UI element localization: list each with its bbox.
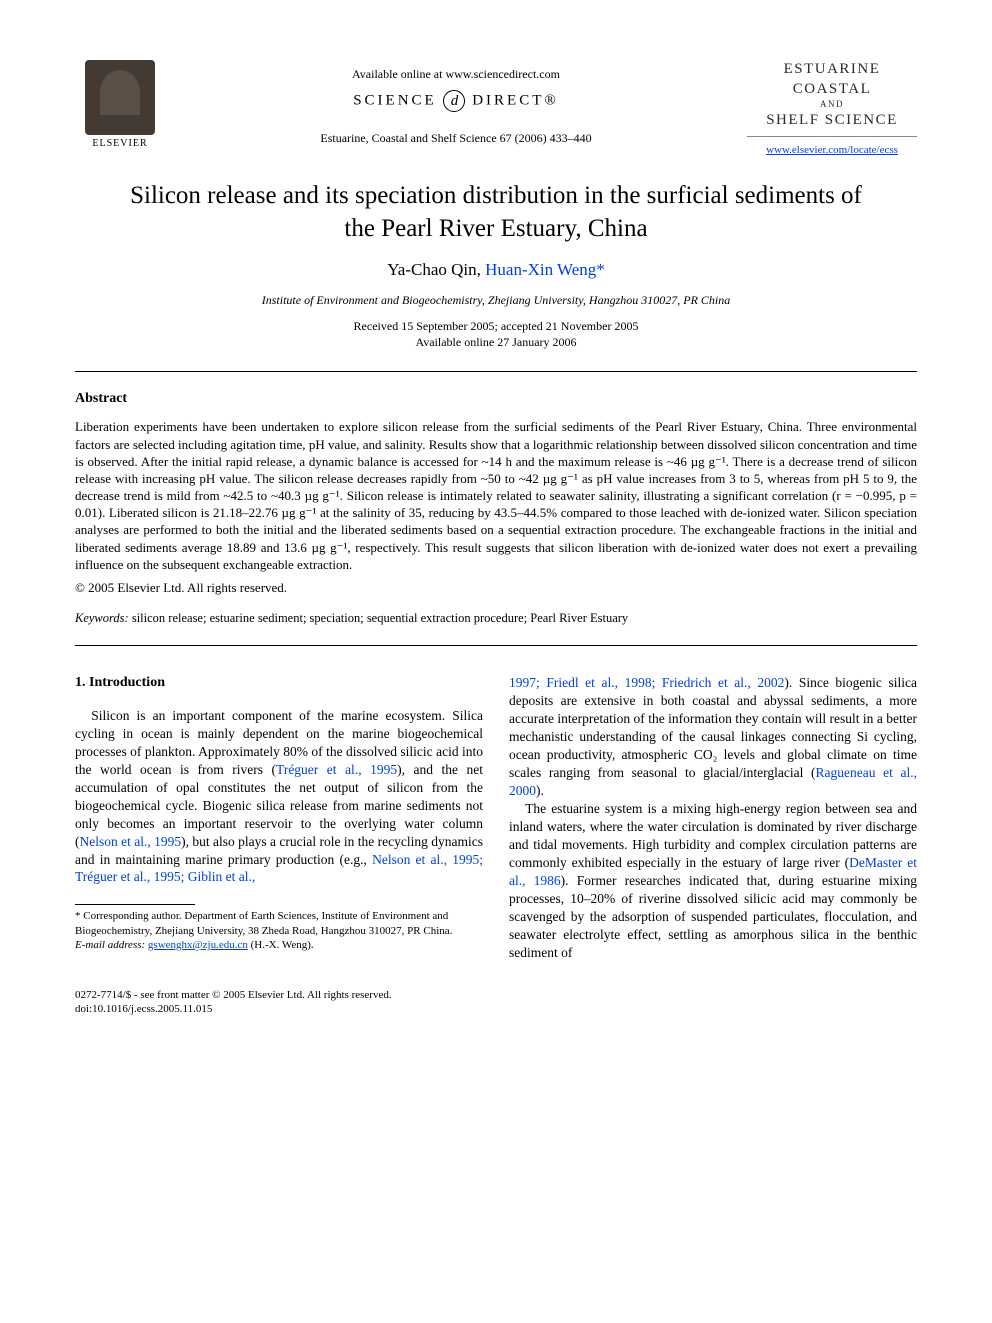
sciencedirect-logo: SCIENCE d DIRECT® — [165, 90, 747, 112]
keywords-label: Keywords: — [75, 611, 129, 625]
footnote-rule — [75, 904, 195, 905]
rule-below-keywords — [75, 645, 917, 646]
journal-link[interactable]: www.elsevier.com/locate/ecss — [766, 144, 898, 156]
citation-link[interactable]: 1997; Friedl et al., 1998; Friedrich et … — [509, 675, 784, 690]
online-date: Available online 27 January 2006 — [415, 335, 576, 349]
journal-title-box: ESTUARINE COASTAL AND SHELF SCIENCE www.… — [747, 60, 917, 160]
header-row: ELSEVIER Available online at www.science… — [75, 60, 917, 160]
front-matter-meta: 0272-7714/$ - see front matter © 2005 El… — [75, 988, 917, 1017]
journal-line1: ESTUARINE — [784, 61, 881, 77]
available-online-text: Available online at www.sciencedirect.co… — [165, 66, 747, 82]
journal-and: AND — [747, 99, 917, 111]
email-suffix: (H.-X. Weng). — [248, 939, 314, 951]
author-1: Ya-Chao Qin — [387, 260, 476, 279]
corr-star-icon: * — [596, 260, 605, 279]
elsevier-tree-icon — [85, 60, 155, 135]
body-columns: 1. Introduction Silicon is an important … — [75, 674, 917, 961]
sd-right: DIRECT® — [472, 93, 559, 109]
keywords-value: silicon release; estuarine sediment; spe… — [129, 611, 628, 625]
author-sep: , — [477, 260, 486, 279]
journal-name: ESTUARINE COASTAL AND SHELF SCIENCE — [747, 60, 917, 130]
abstract-heading: Abstract — [75, 390, 917, 409]
front-matter-line1: 0272-7714/$ - see front matter © 2005 El… — [75, 989, 392, 1001]
intro-para-1: Silicon is an important component of the… — [75, 707, 483, 887]
elsevier-label: ELSEVIER — [75, 137, 165, 151]
journal-reference: Estuarine, Coastal and Shelf Science 67 … — [165, 130, 747, 146]
email-link[interactable]: gswenghx@zju.edu.cn — [148, 939, 248, 951]
journal-rule — [747, 136, 917, 137]
center-header: Available online at www.sciencedirect.co… — [165, 60, 747, 150]
author-2: Huan-Xin Weng — [485, 260, 596, 279]
citation-link[interactable]: Tréguer et al., 1995 — [276, 762, 397, 777]
received-date: Received 15 September 2005; accepted 21 … — [354, 319, 639, 333]
elsevier-logo-box: ELSEVIER — [75, 60, 165, 151]
author-2-link[interactable]: Huan-Xin Weng — [485, 260, 596, 279]
journal-line2: COASTAL — [793, 81, 871, 97]
keywords: Keywords: silicon release; estuarine sed… — [75, 610, 917, 627]
article-dates: Received 15 September 2005; accepted 21 … — [75, 318, 917, 350]
article-title: Silicon release and its speciation distr… — [115, 180, 877, 245]
abstract-body: Liberation experiments have been underta… — [75, 418, 917, 572]
copyright-line: © 2005 Elsevier Ltd. All rights reserved… — [75, 579, 917, 597]
sd-d-icon: d — [443, 90, 465, 112]
email-label: E-mail address: — [75, 939, 145, 951]
text: ). Former researches indicated that, dur… — [509, 873, 917, 960]
rule-above-abstract — [75, 371, 917, 372]
section-heading-intro: 1. Introduction — [75, 674, 483, 693]
affiliation: Institute of Environment and Biogeochemi… — [75, 292, 917, 308]
left-column: 1. Introduction Silicon is an important … — [75, 674, 483, 961]
journal-line3: SHELF SCIENCE — [766, 112, 898, 128]
corresponding-footnote: * Corresponding author. Department of Ea… — [75, 909, 483, 938]
authors: Ya-Chao Qin, Huan-Xin Weng* — [75, 259, 917, 282]
intro-para-2: The estuarine system is a mixing high-en… — [509, 800, 917, 962]
citation-link[interactable]: Nelson et al., 1995 — [80, 834, 182, 849]
doi-line: doi:10.1016/j.ecss.2005.11.015 — [75, 1003, 212, 1015]
email-footnote: E-mail address: gswenghx@zju.edu.cn (H.-… — [75, 938, 483, 952]
intro-para-1-cont: 1997; Friedl et al., 1998; Friedrich et … — [509, 674, 917, 800]
right-column: 1997; Friedl et al., 1998; Friedrich et … — [509, 674, 917, 961]
sd-left: SCIENCE — [353, 93, 437, 109]
text: ). — [536, 783, 544, 798]
